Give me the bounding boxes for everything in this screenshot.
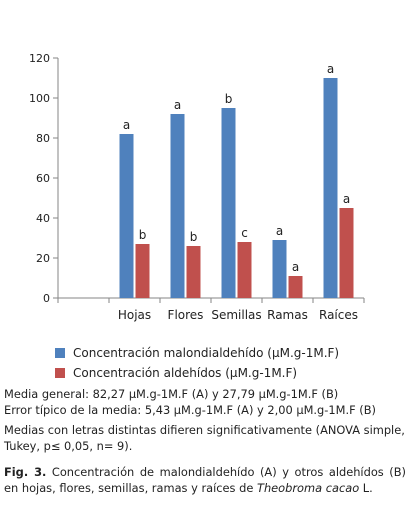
bar [288,276,303,298]
bar-data-label: a [343,192,350,206]
note-significance: Medias con letras distintas difieren sig… [4,423,405,453]
y-tick-label: 20 [36,252,50,265]
x-tick-label: Hojas [118,308,151,322]
figure-notes: Media general: 82,27 μM.g-1M.F (A) y 27,… [4,387,406,496]
bar-data-label: a [327,62,334,76]
bar-data-label: a [292,260,299,274]
legend-item-aldehidos: Concentración aldehídos (μM.g-1M.F) [55,363,339,383]
caption-text: Concentración de malondialdehído (A) y o… [4,465,406,495]
bar-data-label: b [139,228,147,242]
x-tick-label: Semillas [211,308,261,322]
note-standard-error: Error típico de la media: 5,43 μM.g-1M.F… [4,402,376,417]
bar-data-label: a [174,98,181,112]
x-tick-label: Raíces [319,308,358,322]
legend-swatch-red [55,368,65,378]
x-tick-label: Ramas [267,308,308,322]
y-tick-label: 40 [36,212,50,225]
y-tick-label: 0 [43,292,50,305]
legend-label: Concentración malondialdehído (μM.g-1M.F… [73,346,340,360]
bar-data-label: c [241,226,248,240]
legend-swatch-blue [55,348,65,358]
bar [135,244,150,298]
legend-item-malondialdehido: Concentración malondialdehído (μM.g-1M.F… [55,343,339,363]
y-tick-label: 120 [29,52,50,65]
bar-data-label: b [225,92,233,106]
bar [339,208,354,298]
bar [186,246,201,298]
bar-data-label: b [190,230,198,244]
x-tick-label: Flores [168,308,204,322]
bar [221,108,236,298]
bar-data-label: a [123,118,130,132]
bar-data-label: a [276,224,283,238]
bar [272,240,287,298]
y-tick-label: 100 [29,92,50,105]
bar-chart: 0 20 40 60 80 100 120 a b Hojas a b Flores b c Semillas… [29,52,365,322]
bar [170,114,185,298]
legend-label: Concentración aldehídos (μM.g-1M.F) [73,366,298,380]
caption-suffix: L. [359,480,373,495]
bar [119,134,134,298]
caption-species: Theobroma cacao [256,480,360,495]
bar [237,242,252,298]
chart-legend: Concentración malondialdehído (μM.g-1M.F… [55,343,339,383]
bar [323,78,338,298]
note-general-mean: Media general: 82,27 μM.g-1M.F (A) y 27,… [4,387,339,401]
y-tick-label: 80 [36,132,50,145]
caption-label: Fig. 3. [4,465,47,479]
figure-caption: Fig. 3. Concentración de malondialdehído… [4,465,406,496]
y-tick-label: 60 [36,172,50,185]
